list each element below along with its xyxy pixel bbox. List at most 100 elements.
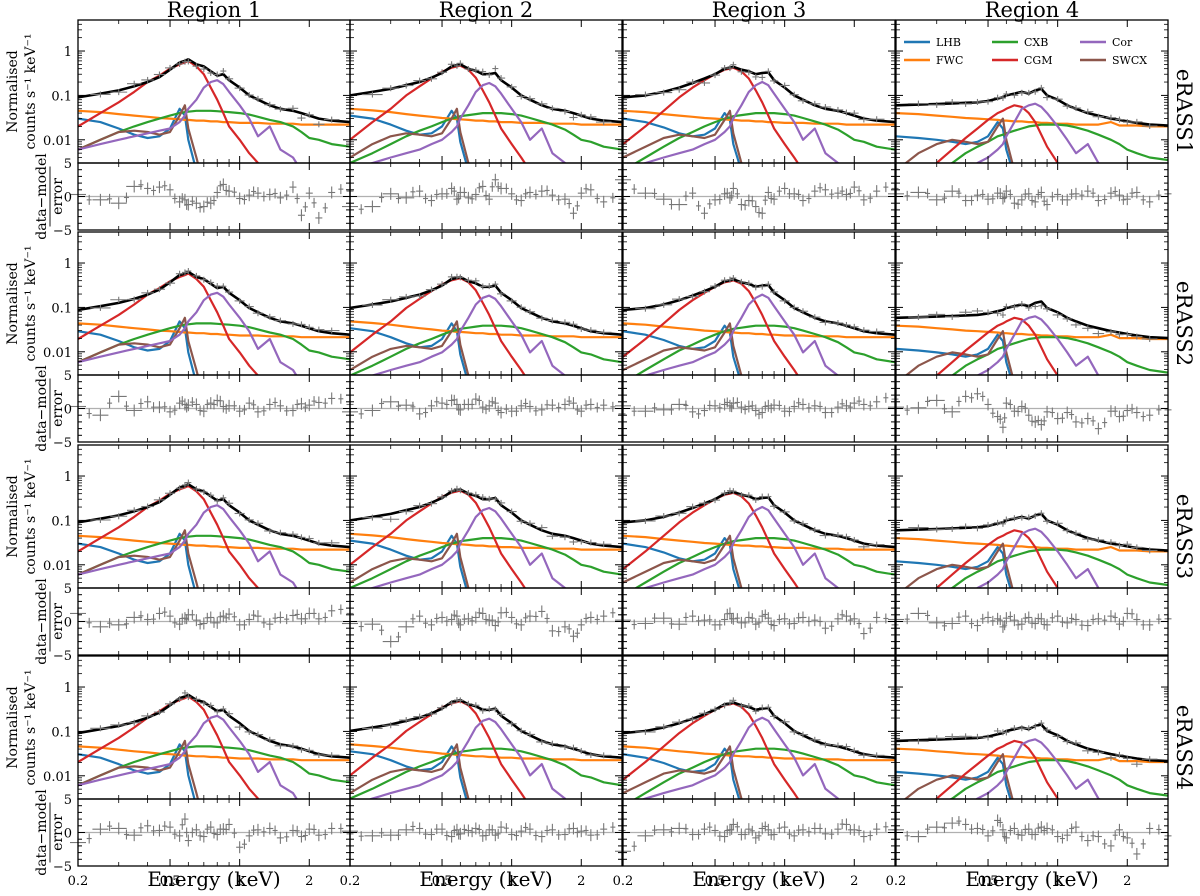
- series-line-cor: [975, 527, 1101, 588]
- series-line-cor: [369, 506, 567, 588]
- series-line-cor: [78, 504, 298, 588]
- x-axis-label: Energy (keV): [692, 867, 825, 891]
- y-tick-label: 1: [64, 257, 72, 272]
- series-line-cor: [975, 102, 1101, 163]
- column-title: Region 4: [985, 0, 1080, 22]
- x-tick-label: 0.2: [340, 874, 361, 889]
- y-tick-label: 1: [64, 681, 72, 696]
- series-line-cgm: [623, 66, 800, 163]
- panel-curves: [350, 60, 622, 163]
- y-axis-label: Normalised: [5, 262, 21, 344]
- row-label: eRASS1: [1172, 69, 1196, 154]
- x-axis-label: Energy (keV): [147, 867, 280, 891]
- series-line-swcx: [623, 109, 743, 163]
- y-tick-label: 0.01: [43, 346, 72, 361]
- x-tick-label: 0.5: [160, 874, 181, 889]
- resid-y-tick-label: −5: [53, 436, 72, 451]
- series-line-cxb: [634, 324, 895, 375]
- panel-curves: [896, 300, 1168, 375]
- y-axis-label: Normalised: [5, 50, 21, 132]
- resid-y-tick-label: −5: [53, 224, 72, 239]
- series-line-swcx: [350, 320, 470, 375]
- series-line-fwc: [78, 534, 350, 551]
- series-line-swcx: [350, 107, 470, 163]
- y-axis-label: counts s⁻¹ keV⁻¹: [23, 458, 39, 574]
- legend-label-swcx: SWCX: [1112, 54, 1147, 67]
- row-label: eRASS2: [1172, 281, 1196, 366]
- panel-curves: [78, 58, 350, 163]
- series-line-cor: [370, 294, 566, 375]
- series-line-swcx: [904, 542, 1014, 588]
- legend-label-lhb: LHB: [936, 36, 961, 49]
- model-curves: [78, 58, 1168, 799]
- x-axis-label: Energy (keV): [419, 867, 552, 891]
- residual-points: [70, 173, 1172, 860]
- series-line-total: [896, 300, 1168, 340]
- series-line-cgm: [78, 695, 260, 799]
- series-line-cgm: [623, 279, 799, 375]
- resid-axis-label: error: [50, 814, 66, 851]
- panel-curves: [623, 697, 895, 799]
- resid-axis-label: error: [50, 390, 66, 427]
- resid-axis-label: data−model: [34, 153, 50, 240]
- panel-curves: [350, 273, 622, 375]
- series-line-swcx: [623, 322, 743, 375]
- series-line-fwc: [350, 320, 622, 339]
- series-line-lhb: [78, 320, 196, 375]
- series-line-cxb: [350, 537, 622, 588]
- y-axis-label: Normalised: [5, 475, 21, 557]
- x-tick-label: 2: [305, 874, 313, 889]
- series-line-cor: [369, 81, 567, 163]
- legend-label-fwc: FWC: [936, 54, 963, 67]
- series-line-cgm: [934, 739, 1060, 799]
- series-line-swcx: [623, 534, 743, 588]
- series-line-cxb: [78, 322, 350, 364]
- series-line-fwc: [350, 532, 622, 551]
- series-line-cgm: [350, 489, 527, 588]
- series-line-cgm: [623, 491, 800, 588]
- column-title: Region 3: [712, 0, 807, 22]
- series-line-fwc: [350, 743, 622, 762]
- series-line-swcx: [623, 745, 743, 799]
- panel-curves: [896, 510, 1168, 588]
- series-line-cgm: [623, 702, 800, 799]
- series-line-swcx: [904, 117, 1014, 163]
- resid-y-tick-label: 0: [64, 191, 72, 206]
- series-line-fwc: [623, 322, 895, 339]
- resid-y-tick-label: 5: [64, 793, 72, 808]
- spectrum-panel-frame: [349, 19, 623, 164]
- x-tick-label: 1: [1054, 874, 1062, 889]
- series-line-cxb: [350, 747, 622, 799]
- series-line-fwc: [78, 745, 350, 762]
- resid-y-tick-label: 5: [64, 369, 72, 384]
- y-axis-label: counts s⁻¹ keV⁻¹: [23, 669, 39, 785]
- series-line-lhb: [78, 743, 196, 799]
- resid-axis-label: data−model: [34, 578, 50, 665]
- series-line-cor: [974, 738, 1102, 799]
- y-axis-label: Normalised: [5, 686, 21, 768]
- x-tick-label: 1: [781, 874, 789, 889]
- series-line-cxb: [633, 112, 895, 163]
- panel-curves: [896, 720, 1168, 799]
- series-line-cxb: [948, 759, 1168, 799]
- resid-y-tick-label: 5: [64, 582, 72, 597]
- series-line-fwc: [78, 109, 350, 126]
- x-tick-label: 0.2: [68, 874, 89, 889]
- x-tick-label: 0.5: [705, 874, 726, 889]
- resid-y-tick-label: 5: [64, 157, 72, 172]
- series-line-swcx: [350, 743, 470, 799]
- series-line-cxb: [950, 336, 1168, 375]
- panel-curves: [623, 61, 895, 163]
- legend-label-cxb: CXB: [1024, 36, 1048, 49]
- series-line-cxb: [78, 534, 350, 576]
- series-line-cor: [976, 315, 1100, 375]
- panel-curves: [78, 689, 350, 799]
- resid-y-tick-label: 0: [64, 616, 72, 631]
- spectrum-panel-frame: [349, 231, 623, 376]
- series-line-cxb: [78, 109, 350, 151]
- series-line-fwc: [623, 109, 895, 126]
- y-axis-label: counts s⁻¹ keV⁻¹: [23, 33, 39, 149]
- x-tick-label: 2: [577, 874, 585, 889]
- panel-curves: [350, 485, 622, 588]
